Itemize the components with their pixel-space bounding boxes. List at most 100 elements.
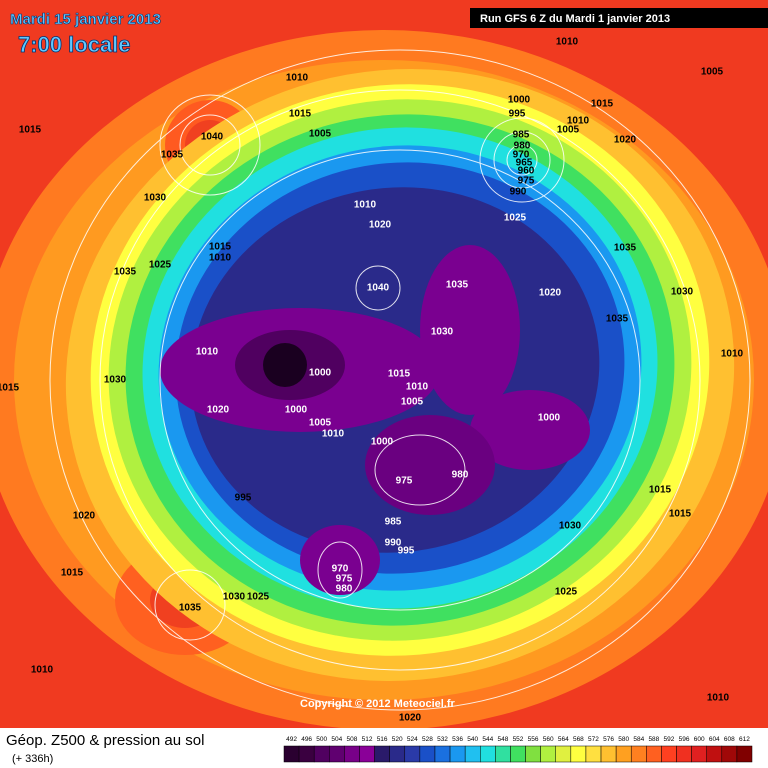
isobar-label: 1010 <box>556 37 579 48</box>
scale-swatch <box>313 745 330 763</box>
scale-swatch <box>389 745 406 763</box>
scale-swatch <box>359 745 375 763</box>
isobar-label: 1000 <box>309 368 332 379</box>
scale-swatch <box>449 745 466 763</box>
isobar-label: 985 <box>513 130 530 141</box>
isobar-label: 1020 <box>369 220 392 231</box>
scale-label: 596 <box>679 736 690 743</box>
isobar-label: 1015 <box>669 509 692 520</box>
isobar-label: 990 <box>385 538 402 549</box>
scale-label: 556 <box>528 736 539 743</box>
scale-swatch <box>480 745 496 763</box>
isobar-label: 1030 <box>431 327 454 338</box>
valid-date: Mardi 15 janvier 2013 <box>10 11 161 28</box>
scale-swatch <box>495 745 511 763</box>
isobar-label: 1020 <box>399 713 422 724</box>
isobar-label: 1010 <box>406 382 429 393</box>
isobar-label: 990 <box>510 187 527 198</box>
scale-label: 608 <box>724 736 735 743</box>
valid-time: 7:00 locale <box>18 32 131 57</box>
isobar-label: 970 <box>332 564 349 575</box>
scale-swatch <box>434 745 451 763</box>
isobar-label: 1015 <box>649 485 672 496</box>
isobar-label: 1015 <box>209 242 232 253</box>
scale-swatch <box>419 745 436 763</box>
isobar-label: 1035 <box>614 243 637 254</box>
scale-swatch <box>464 745 481 763</box>
isobar-label: 1015 <box>19 125 42 136</box>
scale-label: 540 <box>467 736 478 743</box>
isobar-label: 1025 <box>504 213 527 224</box>
scale-swatch <box>540 745 556 763</box>
isobar-label: 1030 <box>671 287 694 298</box>
scale-swatch <box>585 745 602 763</box>
isobar-label: 1015 <box>388 369 411 380</box>
isobar-label: 985 <box>385 517 402 528</box>
isobar-label: 1010 <box>31 665 54 676</box>
scale-label: 512 <box>362 736 373 743</box>
isobar-label: 1005 <box>309 129 332 140</box>
scale-swatch <box>555 745 572 763</box>
isobar-label: 1000 <box>371 437 394 448</box>
isobar-label: 1000 <box>538 413 561 424</box>
isobar-labels: 1010101010051015101510401035100510009951… <box>0 37 744 724</box>
isobar-label: 965 <box>516 158 533 169</box>
scale-label: 572 <box>588 736 599 743</box>
scale-label: 552 <box>513 736 524 743</box>
isobar-label: 970 <box>513 150 530 161</box>
isobar-label: 1040 <box>201 132 224 143</box>
isobar-label: 1015 <box>0 383 20 394</box>
isobar-label: 1035 <box>114 267 137 278</box>
scale-label: 612 <box>739 736 750 743</box>
isobar-label: 1030 <box>223 592 246 603</box>
isobar-label: 980 <box>514 141 531 152</box>
scale-swatch <box>374 745 390 763</box>
scale-swatch <box>283 745 300 763</box>
scale-swatch <box>329 745 345 763</box>
scale-swatch <box>344 745 360 763</box>
isobar-label: 1010 <box>209 253 232 264</box>
isobar-label: 995 <box>509 109 526 120</box>
isobar-label: 1020 <box>539 288 562 299</box>
isobar-label: 1035 <box>179 603 202 614</box>
scale-label: 592 <box>664 736 675 743</box>
isobar-label: 1010 <box>567 116 590 127</box>
scale-label: 524 <box>407 736 418 743</box>
isobar-label: 1000 <box>285 405 308 416</box>
scale-swatch <box>570 745 587 763</box>
isobar-label: 1025 <box>247 592 270 603</box>
copyright: Copyright © 2012 Meteociel.fr <box>300 698 456 710</box>
isobar-label: 1010 <box>707 693 730 704</box>
isobar-label: 1020 <box>73 511 96 522</box>
geopotential-fields <box>0 30 768 730</box>
isobar-label: 1010 <box>354 200 377 211</box>
isobar-label: 1005 <box>401 397 424 408</box>
scale-label: 516 <box>377 736 388 743</box>
footer-title: Géop. Z500 & pression au sol <box>6 732 204 749</box>
isobar-label: 975 <box>518 176 535 187</box>
isobar-label: 960 <box>518 166 535 177</box>
scale-label: 568 <box>573 736 584 743</box>
isobar-label: 1020 <box>614 135 637 146</box>
isobar-label: 1005 <box>557 125 580 136</box>
isobar-label: 995 <box>235 493 252 504</box>
run-box <box>470 8 768 28</box>
scale-label: 544 <box>482 736 493 743</box>
isobar-label: 1025 <box>555 587 578 598</box>
isobar-label: 1005 <box>309 418 332 429</box>
isobar-label: 1035 <box>446 280 469 291</box>
isobar-label: 1030 <box>144 193 167 204</box>
scale-swatch <box>661 745 677 763</box>
run-info: Run GFS 6 Z du Mardi 1 janvier 2013 <box>480 13 670 25</box>
scale-swatch <box>298 745 315 763</box>
scale-swatch <box>676 745 692 763</box>
scale-swatch <box>600 745 617 763</box>
scale-label: 536 <box>452 736 463 743</box>
isobar-label: 1020 <box>207 405 230 416</box>
isobar-label: 1035 <box>161 150 184 161</box>
scale-swatch <box>736 745 753 763</box>
scale-label: 588 <box>648 736 659 743</box>
isobar-label: 975 <box>396 476 413 487</box>
scale-swatch <box>691 745 707 763</box>
scale-label: 604 <box>709 736 720 743</box>
